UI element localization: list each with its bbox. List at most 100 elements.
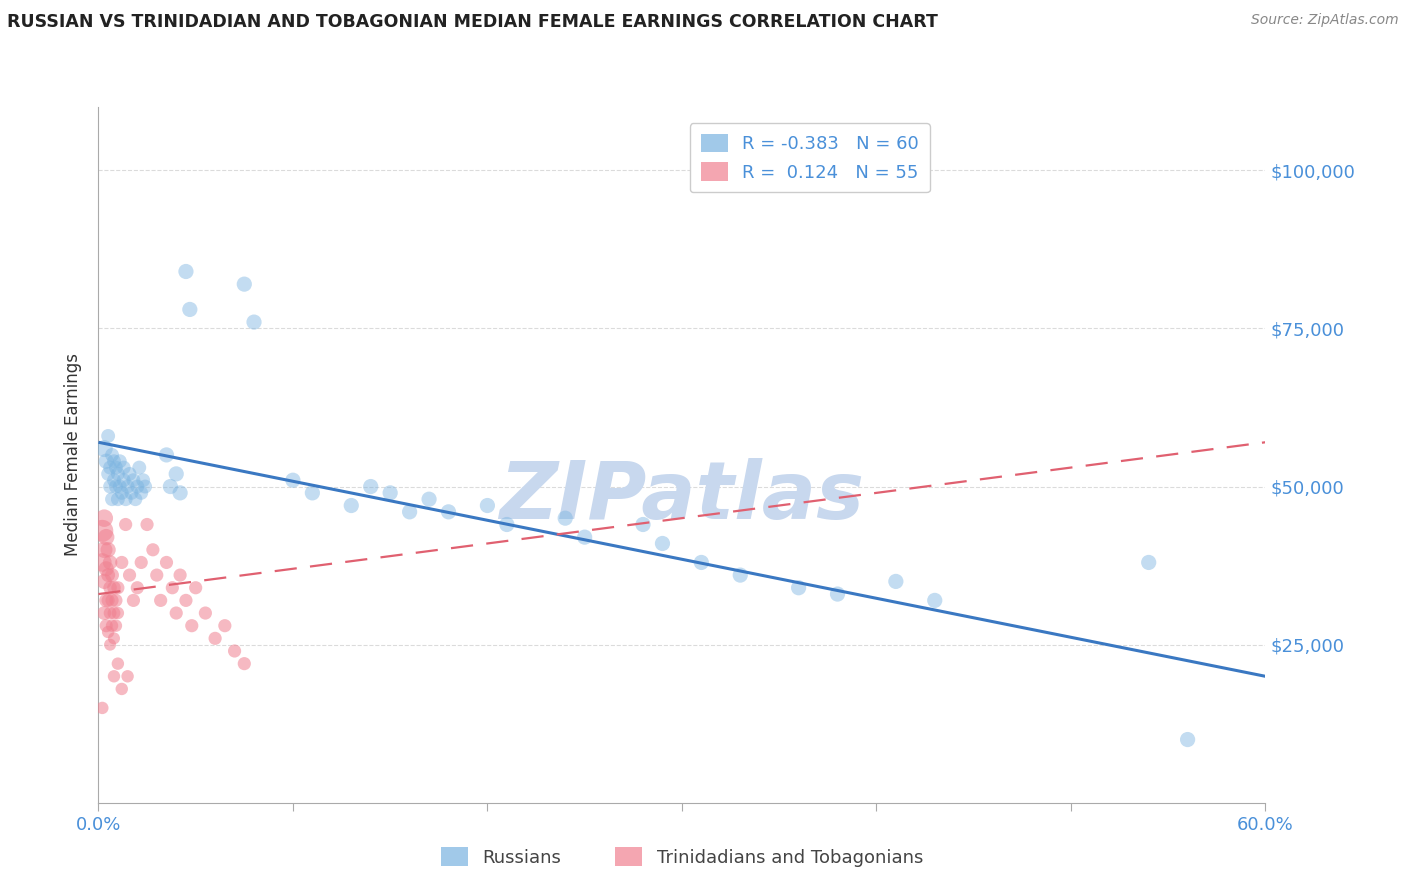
Point xyxy=(787,581,810,595)
Point xyxy=(730,568,752,582)
Point xyxy=(136,517,159,532)
Point xyxy=(96,562,118,576)
Point xyxy=(93,574,115,589)
Point xyxy=(169,486,191,500)
Point xyxy=(97,467,120,481)
Point xyxy=(180,618,202,632)
Point xyxy=(340,499,363,513)
Point xyxy=(107,581,129,595)
Point xyxy=(233,657,256,671)
Point xyxy=(142,542,165,557)
Point xyxy=(98,479,121,493)
Point xyxy=(114,492,136,507)
Point xyxy=(233,277,256,292)
Point xyxy=(103,454,125,468)
Point xyxy=(98,581,121,595)
Point xyxy=(214,618,236,632)
Point xyxy=(112,473,135,487)
Legend: Russians, Trinidadians and Tobagonians: Russians, Trinidadians and Tobagonians xyxy=(433,840,931,874)
Point xyxy=(194,606,217,620)
Point xyxy=(122,593,145,607)
Point xyxy=(96,454,118,468)
Point xyxy=(118,568,141,582)
Point xyxy=(111,556,134,570)
Point xyxy=(111,681,134,696)
Point xyxy=(124,492,146,507)
Point xyxy=(97,429,120,443)
Point xyxy=(179,302,201,317)
Point xyxy=(91,556,114,570)
Point xyxy=(204,632,226,646)
Point xyxy=(101,568,124,582)
Point xyxy=(495,517,517,532)
Point xyxy=(104,618,127,632)
Point xyxy=(121,486,143,500)
Point xyxy=(117,479,139,493)
Point xyxy=(477,499,499,513)
Point xyxy=(134,479,156,493)
Point xyxy=(129,486,152,500)
Point xyxy=(96,618,118,632)
Point xyxy=(93,511,115,525)
Point xyxy=(165,467,187,481)
Point xyxy=(107,492,129,507)
Point xyxy=(1137,556,1160,570)
Point xyxy=(378,486,402,500)
Point xyxy=(97,593,120,607)
Point xyxy=(184,581,207,595)
Point xyxy=(554,511,576,525)
Point xyxy=(103,669,125,683)
Point xyxy=(103,632,125,646)
Point xyxy=(127,479,149,493)
Point xyxy=(155,556,177,570)
Point xyxy=(104,593,127,607)
Point xyxy=(146,568,169,582)
Point xyxy=(224,644,246,658)
Point xyxy=(165,606,187,620)
Point xyxy=(91,701,114,715)
Point xyxy=(122,473,145,487)
Point xyxy=(243,315,266,329)
Point xyxy=(155,448,177,462)
Point xyxy=(159,479,181,493)
Point xyxy=(174,593,197,607)
Point xyxy=(129,556,152,570)
Y-axis label: Median Female Earnings: Median Female Earnings xyxy=(65,353,83,557)
Point xyxy=(103,606,125,620)
Point xyxy=(631,517,654,532)
Point xyxy=(101,618,124,632)
Point xyxy=(398,505,420,519)
Point xyxy=(112,460,135,475)
Point xyxy=(149,593,172,607)
Point xyxy=(884,574,907,589)
Point xyxy=(651,536,673,550)
Point xyxy=(111,486,134,500)
Point xyxy=(418,492,440,507)
Point xyxy=(98,638,121,652)
Point xyxy=(97,542,120,557)
Point xyxy=(91,524,114,538)
Point xyxy=(93,442,115,456)
Point xyxy=(574,530,596,544)
Point xyxy=(1177,732,1199,747)
Point xyxy=(107,606,129,620)
Text: Source: ZipAtlas.com: Source: ZipAtlas.com xyxy=(1251,13,1399,28)
Point xyxy=(162,581,184,595)
Point xyxy=(97,625,120,640)
Point xyxy=(107,467,129,481)
Point xyxy=(117,669,139,683)
Point xyxy=(103,473,125,487)
Point xyxy=(103,581,125,595)
Point xyxy=(174,264,197,278)
Point xyxy=(924,593,946,607)
Point xyxy=(93,542,115,557)
Point xyxy=(690,556,713,570)
Point xyxy=(127,581,149,595)
Point xyxy=(169,568,191,582)
Point xyxy=(96,530,118,544)
Point xyxy=(107,657,129,671)
Point xyxy=(97,568,120,582)
Point xyxy=(108,454,131,468)
Point xyxy=(104,460,127,475)
Point xyxy=(98,556,121,570)
